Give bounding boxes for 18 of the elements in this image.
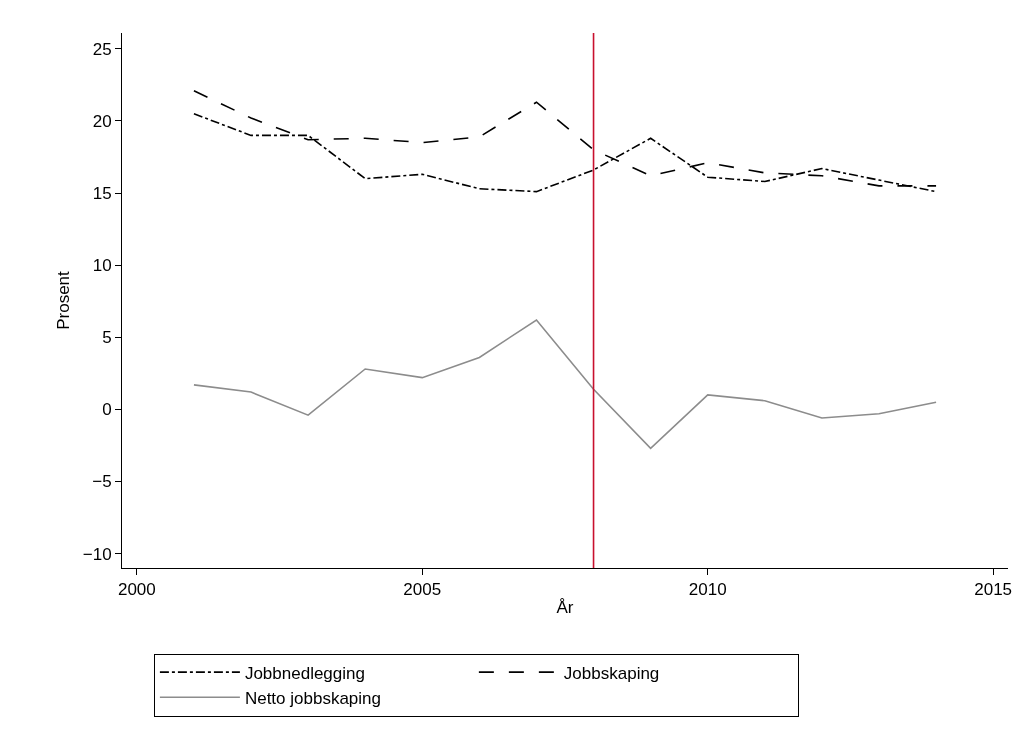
y-tick-label: 5 [102,328,112,348]
y-tick-label: −5 [92,472,112,492]
x-tick-label: 2010 [688,580,727,600]
x-tick-label: 2000 [117,580,156,600]
y-tick-label: 15 [92,184,112,204]
legend-label: Netto jobbskaping [244,688,381,708]
y-tick-label: 10 [92,256,112,276]
y-axis-title: Prosent [54,270,74,330]
legend-label: Jobbskaping [563,663,660,683]
x-tick-label: 2005 [403,580,442,600]
x-axis-title: År [556,597,574,617]
y-tick-label: 25 [92,39,112,59]
line-series [193,319,937,450]
x-tick-label: 2015 [974,580,1013,600]
legend-label: Jobbnedlegging [244,663,365,683]
y-tick-label: −10 [82,544,112,564]
y-tick-label: 0 [102,400,112,420]
y-tick-label: 20 [92,111,112,131]
